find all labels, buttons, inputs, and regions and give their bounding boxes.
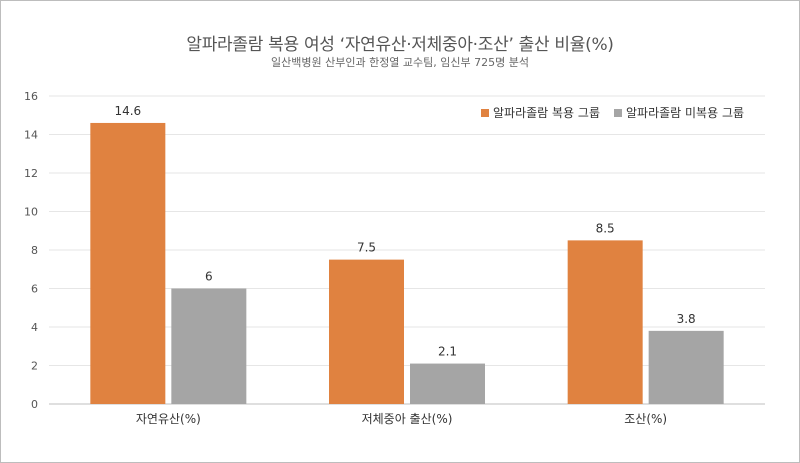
bar-not-taking: [171, 288, 247, 404]
bar-taking: [329, 259, 404, 404]
data-label: 7.5: [357, 241, 376, 255]
y-tick-label: 2: [31, 360, 38, 373]
chart-title: 알파라졸람 복용 여성 ‘자연유산·저체중아·조산’ 출산 비율(%): [186, 35, 614, 55]
y-tick-label: 8: [31, 244, 38, 257]
legend-label-taking: 알파라졸람 복용 그룹: [493, 106, 600, 120]
y-tick-label: 12: [24, 167, 38, 180]
x-category-label: 조산(%): [624, 412, 667, 426]
y-tick-label: 16: [24, 90, 38, 103]
legend-label-not-taking: 알파라졸람 미복용 그룹: [626, 106, 745, 120]
bar-not-taking: [410, 363, 485, 404]
legend-item-taking: 알파라졸람 복용 그룹: [481, 104, 600, 121]
data-label: 3.8: [677, 312, 696, 326]
data-label: 14.6: [114, 104, 141, 118]
legend-item-not-taking: 알파라졸람 미복용 그룹: [614, 104, 744, 121]
data-label: 8.5: [596, 221, 615, 235]
data-label: 2.1: [438, 345, 457, 359]
bar-taking: [90, 122, 166, 404]
x-category-label: 저체중아 출산(%): [362, 412, 453, 426]
y-tick-label: 6: [31, 283, 38, 296]
y-tick-label: 4: [31, 321, 38, 334]
y-tick-label: 14: [24, 129, 38, 142]
data-label: 6: [205, 270, 213, 284]
bar-taking: [567, 240, 643, 404]
y-tick-label: 10: [24, 206, 38, 219]
y-tick-label: 0: [31, 398, 38, 411]
bar-not-taking: [648, 330, 724, 404]
chart-subtitle: 일산백병원 산부인과 한정열 교수팀, 임신부 725명 분석: [271, 56, 529, 69]
legend: 알파라졸람 복용 그룹 알파라졸람 미복용 그룹: [481, 104, 758, 121]
legend-swatch-not-taking: [614, 108, 622, 117]
legend-swatch-taking: [481, 108, 489, 117]
x-category-label: 자연유산(%): [136, 412, 201, 426]
